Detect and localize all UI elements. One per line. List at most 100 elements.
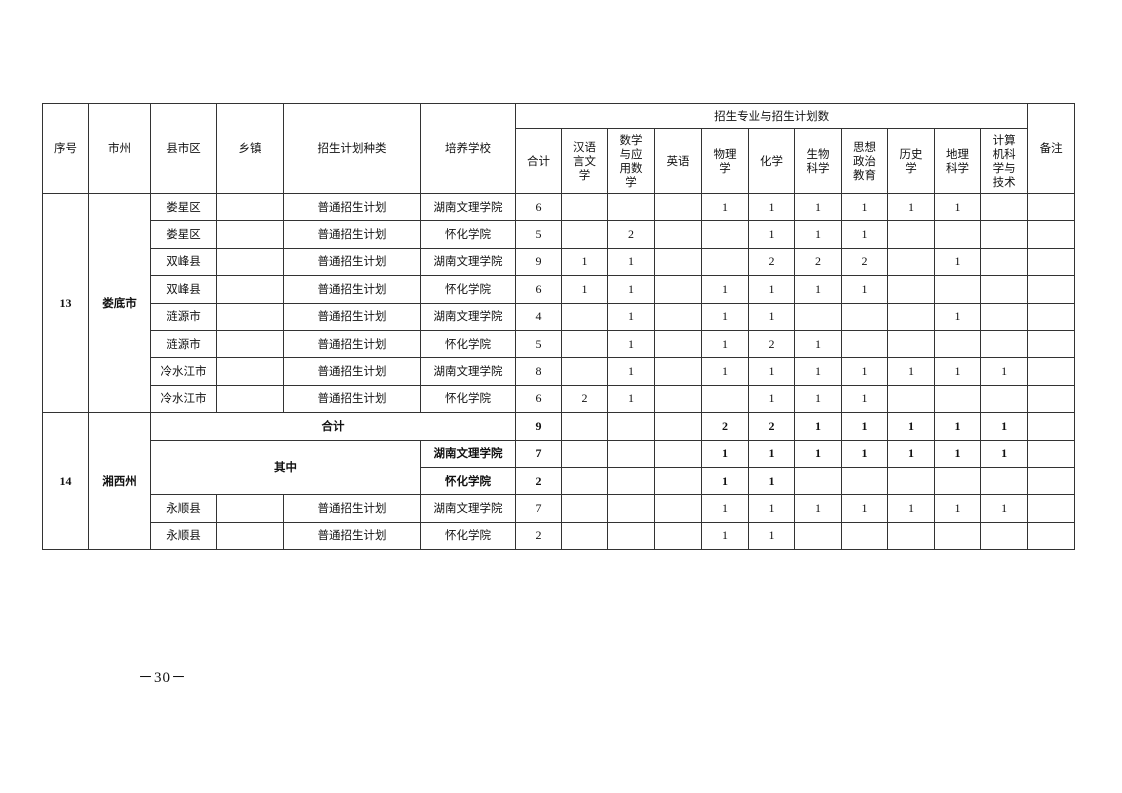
total-row: 14 湘西州 合计 9 2 2 1 1 1 1 1 xyxy=(42,412,1076,551)
value-cell xyxy=(654,357,702,386)
value-cell: 5 xyxy=(515,329,562,359)
county-cell: 冷水江市 xyxy=(150,384,217,414)
value-cell xyxy=(934,329,981,359)
header-county: 县市区 xyxy=(150,103,217,194)
value-cell: 1 xyxy=(607,247,655,277)
value-cell: 1 xyxy=(934,192,981,222)
school-cell: 湖南文理学院 xyxy=(420,247,516,277)
value-cell: 5 xyxy=(515,220,562,249)
value-cell xyxy=(841,302,888,331)
header-remarks: 备注 xyxy=(1027,103,1076,194)
value-cell: 6 xyxy=(515,192,562,222)
value-cell xyxy=(607,521,655,551)
value-cell xyxy=(794,521,842,551)
county-cell: 涟源市 xyxy=(150,329,217,359)
table-row: 13 娄底市 娄星区 普通招生计划 湖南文理学院 6 1 1 1 1 1 1 xyxy=(42,192,1076,414)
value-cell: 2 xyxy=(607,220,655,249)
county-cell: 涟源市 xyxy=(150,302,217,331)
value-cell xyxy=(979,329,1029,359)
value-cell: 4 xyxy=(515,302,562,331)
value-cell xyxy=(841,329,888,359)
school-cell: 怀化学院 xyxy=(420,329,516,359)
value-cell: 1 xyxy=(979,357,1029,386)
town-cell xyxy=(216,302,284,331)
value-cell: 1 xyxy=(794,384,842,414)
school-cell: 湖南文理学院 xyxy=(420,357,516,386)
value-cell xyxy=(701,247,749,277)
value-cell xyxy=(561,220,608,249)
header-major: 思想 政治 教育 xyxy=(841,128,888,194)
value-cell xyxy=(934,521,981,551)
value-cell xyxy=(794,466,842,496)
value-cell: 1 xyxy=(934,302,981,331)
remarks-cell xyxy=(1027,384,1076,414)
plan-type-cell: 普通招生计划 xyxy=(283,247,421,277)
value-cell: 1 xyxy=(748,357,795,386)
value-cell: 1 xyxy=(701,357,749,386)
plan-type-cell: 普通招生计划 xyxy=(283,275,421,304)
town-cell xyxy=(216,220,284,249)
value-cell: 1 xyxy=(887,412,935,441)
header-town: 乡镇 xyxy=(216,103,284,194)
value-cell: 1 xyxy=(561,247,608,277)
value-cell xyxy=(654,329,702,359)
table-row: 娄星区 普通招生计划 怀化学院 5 2 1 1 1 xyxy=(43,220,1076,249)
city-cell: 娄底市 xyxy=(88,192,151,414)
value-cell: 1 xyxy=(701,192,749,222)
value-cell: 1 xyxy=(794,357,842,386)
value-cell: 1 xyxy=(794,329,842,359)
header-major: 物理 学 xyxy=(701,128,749,194)
school-cell: 怀化学院 xyxy=(420,275,516,304)
value-cell: 1 xyxy=(794,412,842,441)
county-cell: 永顺县 xyxy=(150,494,217,523)
value-cell: 2 xyxy=(841,247,888,277)
value-cell: 1 xyxy=(794,275,842,304)
value-cell: 1 xyxy=(607,329,655,359)
town-cell xyxy=(216,192,284,222)
value-cell: 1 xyxy=(748,466,795,496)
header-school: 培养学校 xyxy=(420,103,516,194)
value-cell: 7 xyxy=(515,494,562,523)
value-cell: 1 xyxy=(841,275,888,304)
value-cell: 1 xyxy=(748,521,795,551)
header-major: 数学 与应 用数 学 xyxy=(607,128,655,194)
value-cell xyxy=(654,275,702,304)
county-cell: 永顺县 xyxy=(150,521,217,551)
value-cell: 1 xyxy=(701,329,749,359)
value-cell xyxy=(654,220,702,249)
value-cell xyxy=(887,220,935,249)
value-cell: 1 xyxy=(841,192,888,222)
value-cell: 1 xyxy=(934,412,981,441)
value-cell: 2 xyxy=(561,384,608,414)
value-cell: 1 xyxy=(934,357,981,386)
value-cell xyxy=(654,466,702,496)
value-cell xyxy=(979,247,1029,277)
subtotal-row: 其中 湖南文理学院 7 1 1 1 1 1 1 1 xyxy=(43,439,1076,496)
value-cell xyxy=(979,275,1029,304)
value-cell: 1 xyxy=(794,439,842,468)
town-cell xyxy=(216,494,284,523)
value-cell: 8 xyxy=(515,357,562,386)
value-cell: 1 xyxy=(841,357,888,386)
table-row: 涟源市 普通招生计划 湖南文理学院 4 1 1 1 1 xyxy=(43,302,1076,331)
value-cell: 1 xyxy=(561,275,608,304)
value-cell: 1 xyxy=(794,220,842,249)
town-cell xyxy=(216,275,284,304)
remarks-cell xyxy=(1027,466,1076,496)
value-cell: 1 xyxy=(887,494,935,523)
value-cell xyxy=(887,466,935,496)
header-major: 计算 机科 学与 技术 xyxy=(979,128,1029,194)
subtotal-row: 怀化学院 2 1 1 xyxy=(43,466,1076,496)
header-major: 历史 学 xyxy=(887,128,935,194)
value-cell xyxy=(979,220,1029,249)
header-major: 合计 xyxy=(515,128,562,194)
value-cell: 9 xyxy=(515,412,562,441)
remarks-cell xyxy=(1027,521,1076,551)
value-cell: 1 xyxy=(887,357,935,386)
value-cell: 1 xyxy=(841,494,888,523)
seq-cell: 13 xyxy=(42,192,89,414)
remarks-cell xyxy=(1027,220,1076,249)
value-cell: 1 xyxy=(887,192,935,222)
town-cell xyxy=(216,357,284,386)
table-row: 永顺县 普通招生计划 湖南文理学院 7 1 1 1 1 1 1 1 xyxy=(43,494,1076,523)
